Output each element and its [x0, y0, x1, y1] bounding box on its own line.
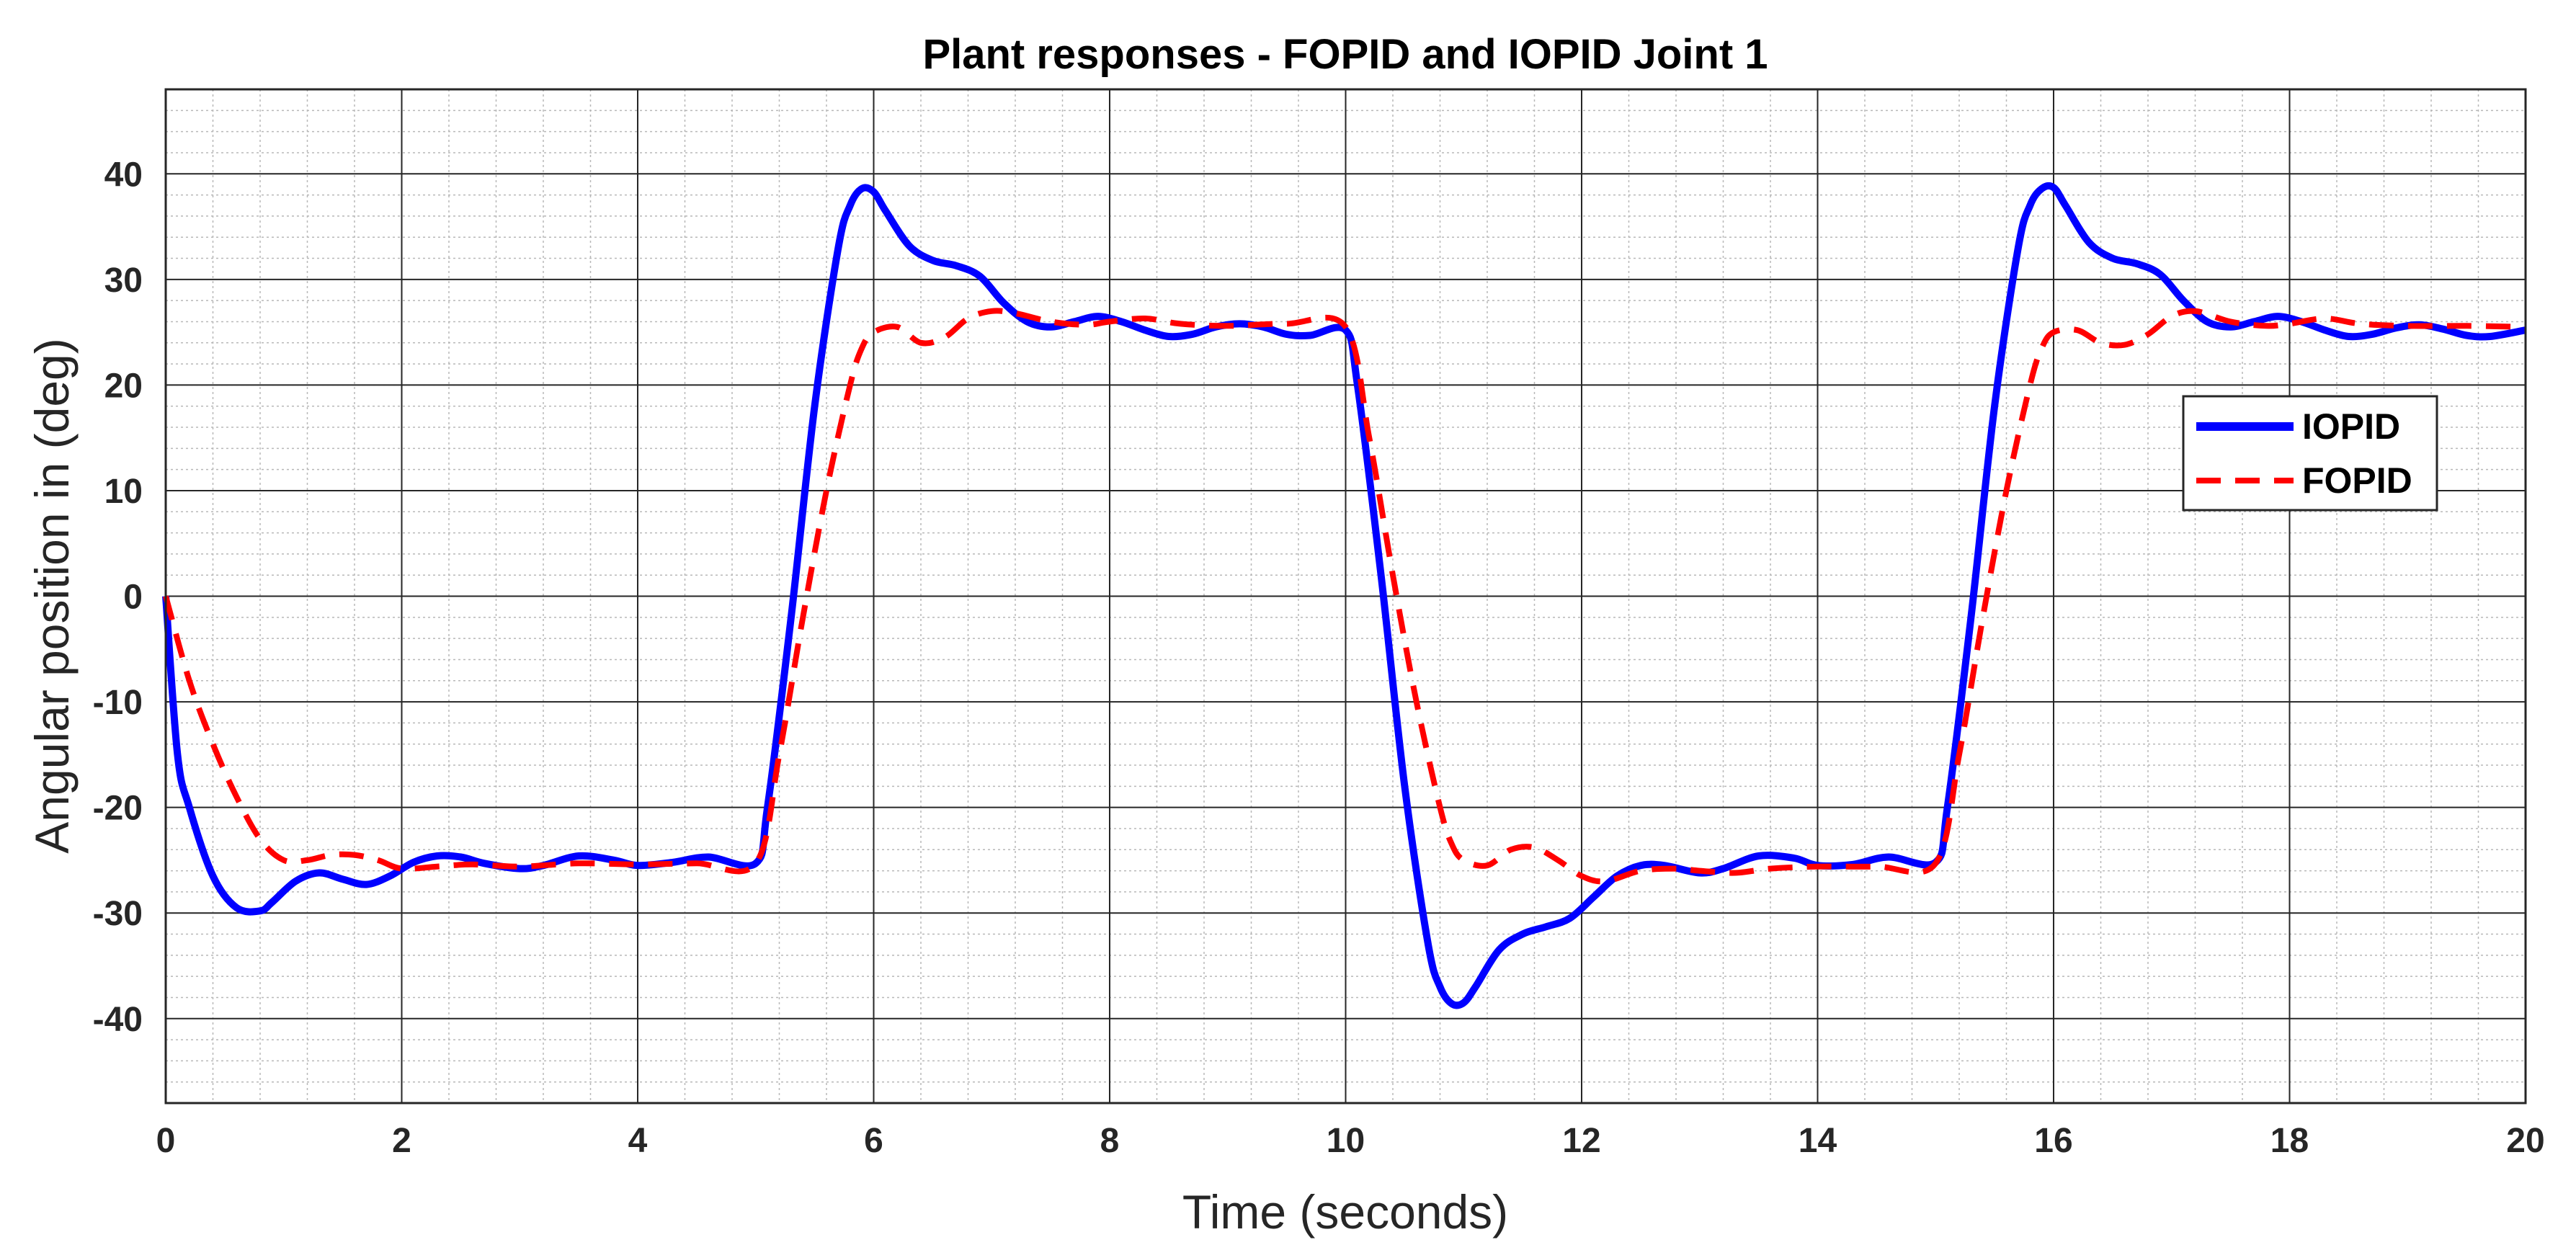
y-tick-label: 40: [104, 156, 143, 194]
x-tick-label: 2: [392, 1122, 411, 1160]
legend[interactable]: IOPID FOPID: [2182, 395, 2438, 512]
chart-title: Plant responses - FOPID and IOPID Joint …: [922, 31, 1768, 78]
x-tick-label: 4: [628, 1122, 648, 1160]
y-tick-label: -30: [93, 895, 143, 933]
x-tick-label: 16: [2034, 1122, 2072, 1160]
x-tick-label: 14: [1799, 1122, 1837, 1160]
legend-label-fopid: FOPID: [2302, 460, 2412, 501]
y-tick-label: -40: [93, 1001, 143, 1039]
y-axis-ticks: -40 -30 -20 -10 0 10 20 30 40: [93, 156, 143, 1039]
y-tick-label: 0: [123, 579, 143, 617]
x-tick-label: 12: [1562, 1122, 1600, 1160]
x-tick-label: 0: [156, 1122, 176, 1160]
legend-box: [2182, 395, 2438, 512]
x-tick-label: 8: [1100, 1122, 1120, 1160]
y-tick-label: 10: [104, 473, 143, 511]
y-tick-label: 30: [104, 262, 143, 300]
x-tick-label: 18: [2270, 1122, 2309, 1160]
y-tick-label: -10: [93, 684, 143, 722]
legend-label-iopid: IOPID: [2302, 406, 2400, 447]
y-axis-label: Angular position in (deg): [25, 338, 79, 853]
major-grid: [165, 89, 2526, 1103]
x-axis-ticks: 0 2 4 6 8 10 12 14 16 18 20: [156, 1122, 2545, 1160]
series-layer: [162, 182, 2526, 1009]
x-axis-label: Time (seconds): [1182, 1185, 1508, 1239]
plot-frame: [164, 88, 2527, 1105]
x-tick-label: 6: [864, 1122, 883, 1160]
x-tick-label: 20: [2506, 1122, 2544, 1160]
y-tick-label: 20: [104, 367, 143, 405]
x-tick-label: 10: [1327, 1122, 1365, 1160]
series-line-fopid: [163, 308, 2526, 885]
y-tick-label: -20: [93, 790, 143, 828]
